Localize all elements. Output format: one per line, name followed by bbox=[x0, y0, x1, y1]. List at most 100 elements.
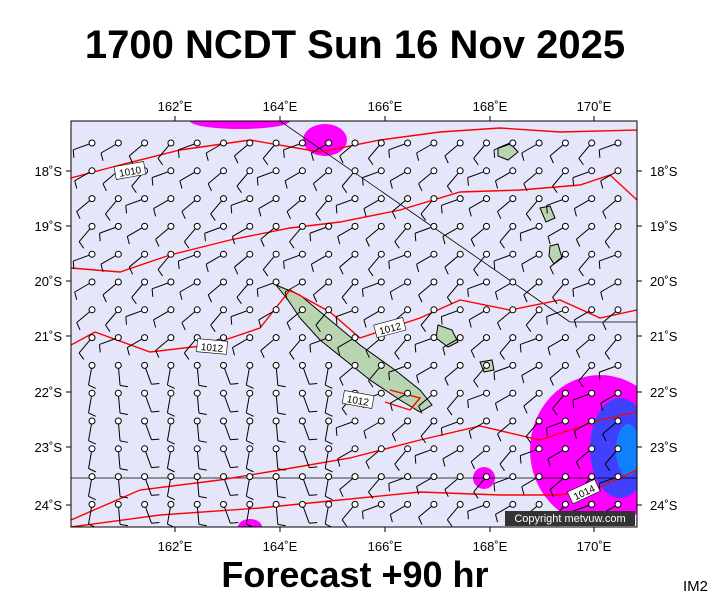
forecast-label: Forecast +90 hr bbox=[221, 554, 488, 595]
station bbox=[193, 195, 201, 203]
lat-label: 24˚S bbox=[650, 498, 678, 513]
wind-barb bbox=[575, 445, 596, 470]
barb-feather bbox=[418, 405, 423, 414]
barb-feather bbox=[286, 211, 291, 219]
barb-feather bbox=[440, 316, 443, 325]
station bbox=[404, 389, 412, 397]
barb-feather bbox=[444, 155, 449, 164]
barb-feather bbox=[88, 468, 96, 473]
station bbox=[509, 139, 517, 147]
isobar-label-box bbox=[373, 316, 407, 339]
barb-feather bbox=[119, 496, 129, 499]
barb-feather bbox=[391, 211, 397, 219]
wind-barb bbox=[493, 473, 517, 492]
station bbox=[325, 417, 333, 425]
wind-barb bbox=[262, 250, 280, 277]
barb-feather bbox=[604, 463, 611, 471]
barb-feather bbox=[446, 519, 453, 527]
station bbox=[272, 445, 280, 453]
station bbox=[404, 139, 412, 147]
station bbox=[430, 361, 438, 369]
barb-feather bbox=[416, 152, 420, 161]
station bbox=[193, 361, 201, 369]
wind-barb bbox=[128, 250, 149, 275]
station bbox=[377, 473, 385, 481]
station bbox=[483, 334, 490, 342]
barb-feather bbox=[325, 412, 333, 417]
station bbox=[298, 361, 306, 369]
wind-barb bbox=[286, 306, 306, 331]
station bbox=[167, 500, 175, 508]
station bbox=[220, 250, 227, 258]
barb-feather bbox=[337, 458, 341, 467]
station bbox=[561, 334, 569, 342]
wind-barb bbox=[547, 222, 569, 245]
wind-barb bbox=[578, 139, 596, 166]
barb-feather bbox=[277, 384, 286, 388]
station bbox=[561, 222, 569, 230]
wind-barb bbox=[572, 389, 596, 409]
barb-feather bbox=[198, 523, 207, 527]
station bbox=[377, 222, 385, 230]
wind-barb bbox=[179, 278, 201, 300]
wind-barb bbox=[262, 139, 280, 166]
station bbox=[509, 167, 517, 175]
station bbox=[456, 167, 464, 175]
barb-feather bbox=[572, 177, 575, 186]
barb-feather bbox=[493, 260, 496, 270]
station bbox=[88, 445, 96, 453]
barb-feather bbox=[388, 483, 391, 492]
station bbox=[298, 250, 306, 258]
barb-feather bbox=[467, 177, 469, 186]
lon-label: 166˚E bbox=[368, 99, 403, 114]
wind-barb bbox=[578, 361, 596, 388]
station bbox=[351, 306, 359, 314]
lat-label: 18˚S bbox=[35, 164, 63, 179]
station bbox=[167, 473, 175, 481]
station bbox=[88, 167, 96, 175]
wind-barb bbox=[493, 250, 517, 270]
station bbox=[351, 195, 359, 203]
barb-feather bbox=[258, 208, 262, 217]
wind-barb bbox=[473, 361, 490, 388]
wind-barb bbox=[549, 139, 569, 164]
barb-feather bbox=[600, 403, 604, 412]
wind-barb bbox=[473, 250, 490, 277]
wind-barb bbox=[125, 306, 149, 325]
barb-feather bbox=[325, 440, 333, 445]
barb-feather bbox=[494, 180, 499, 189]
lon-label: 170˚E bbox=[577, 99, 612, 114]
wind-barb bbox=[181, 306, 201, 331]
station bbox=[483, 445, 490, 453]
wind-barb bbox=[546, 195, 569, 214]
wind-barb bbox=[525, 195, 543, 221]
station bbox=[298, 167, 306, 175]
wind-barb bbox=[388, 250, 412, 270]
wind-barb bbox=[549, 250, 569, 275]
barb-feather bbox=[230, 494, 239, 496]
barb-feather bbox=[468, 430, 472, 439]
barb-feather bbox=[546, 205, 548, 214]
station bbox=[88, 473, 96, 481]
station bbox=[404, 500, 412, 508]
graticule-labels: 162˚E 162˚E 164˚E 164˚E 166˚E 166˚E 168˚E 168˚E… bbox=[35, 99, 678, 554]
wind-barb bbox=[363, 417, 385, 439]
barb-feather bbox=[499, 241, 505, 249]
station bbox=[88, 306, 96, 314]
station bbox=[272, 417, 280, 425]
station bbox=[88, 222, 96, 230]
wind-barb bbox=[414, 222, 438, 242]
wind-barb bbox=[102, 278, 122, 303]
barb-feather bbox=[420, 324, 427, 332]
barb-feather bbox=[198, 384, 207, 388]
station bbox=[535, 278, 543, 286]
station bbox=[561, 306, 569, 314]
lat-label: 19˚S bbox=[35, 219, 63, 234]
wind-barb bbox=[468, 417, 490, 439]
wind-barb bbox=[598, 361, 622, 381]
wind-barb bbox=[245, 417, 254, 445]
barb-feather bbox=[365, 461, 370, 470]
station bbox=[377, 306, 385, 314]
precip bbox=[303, 124, 347, 156]
